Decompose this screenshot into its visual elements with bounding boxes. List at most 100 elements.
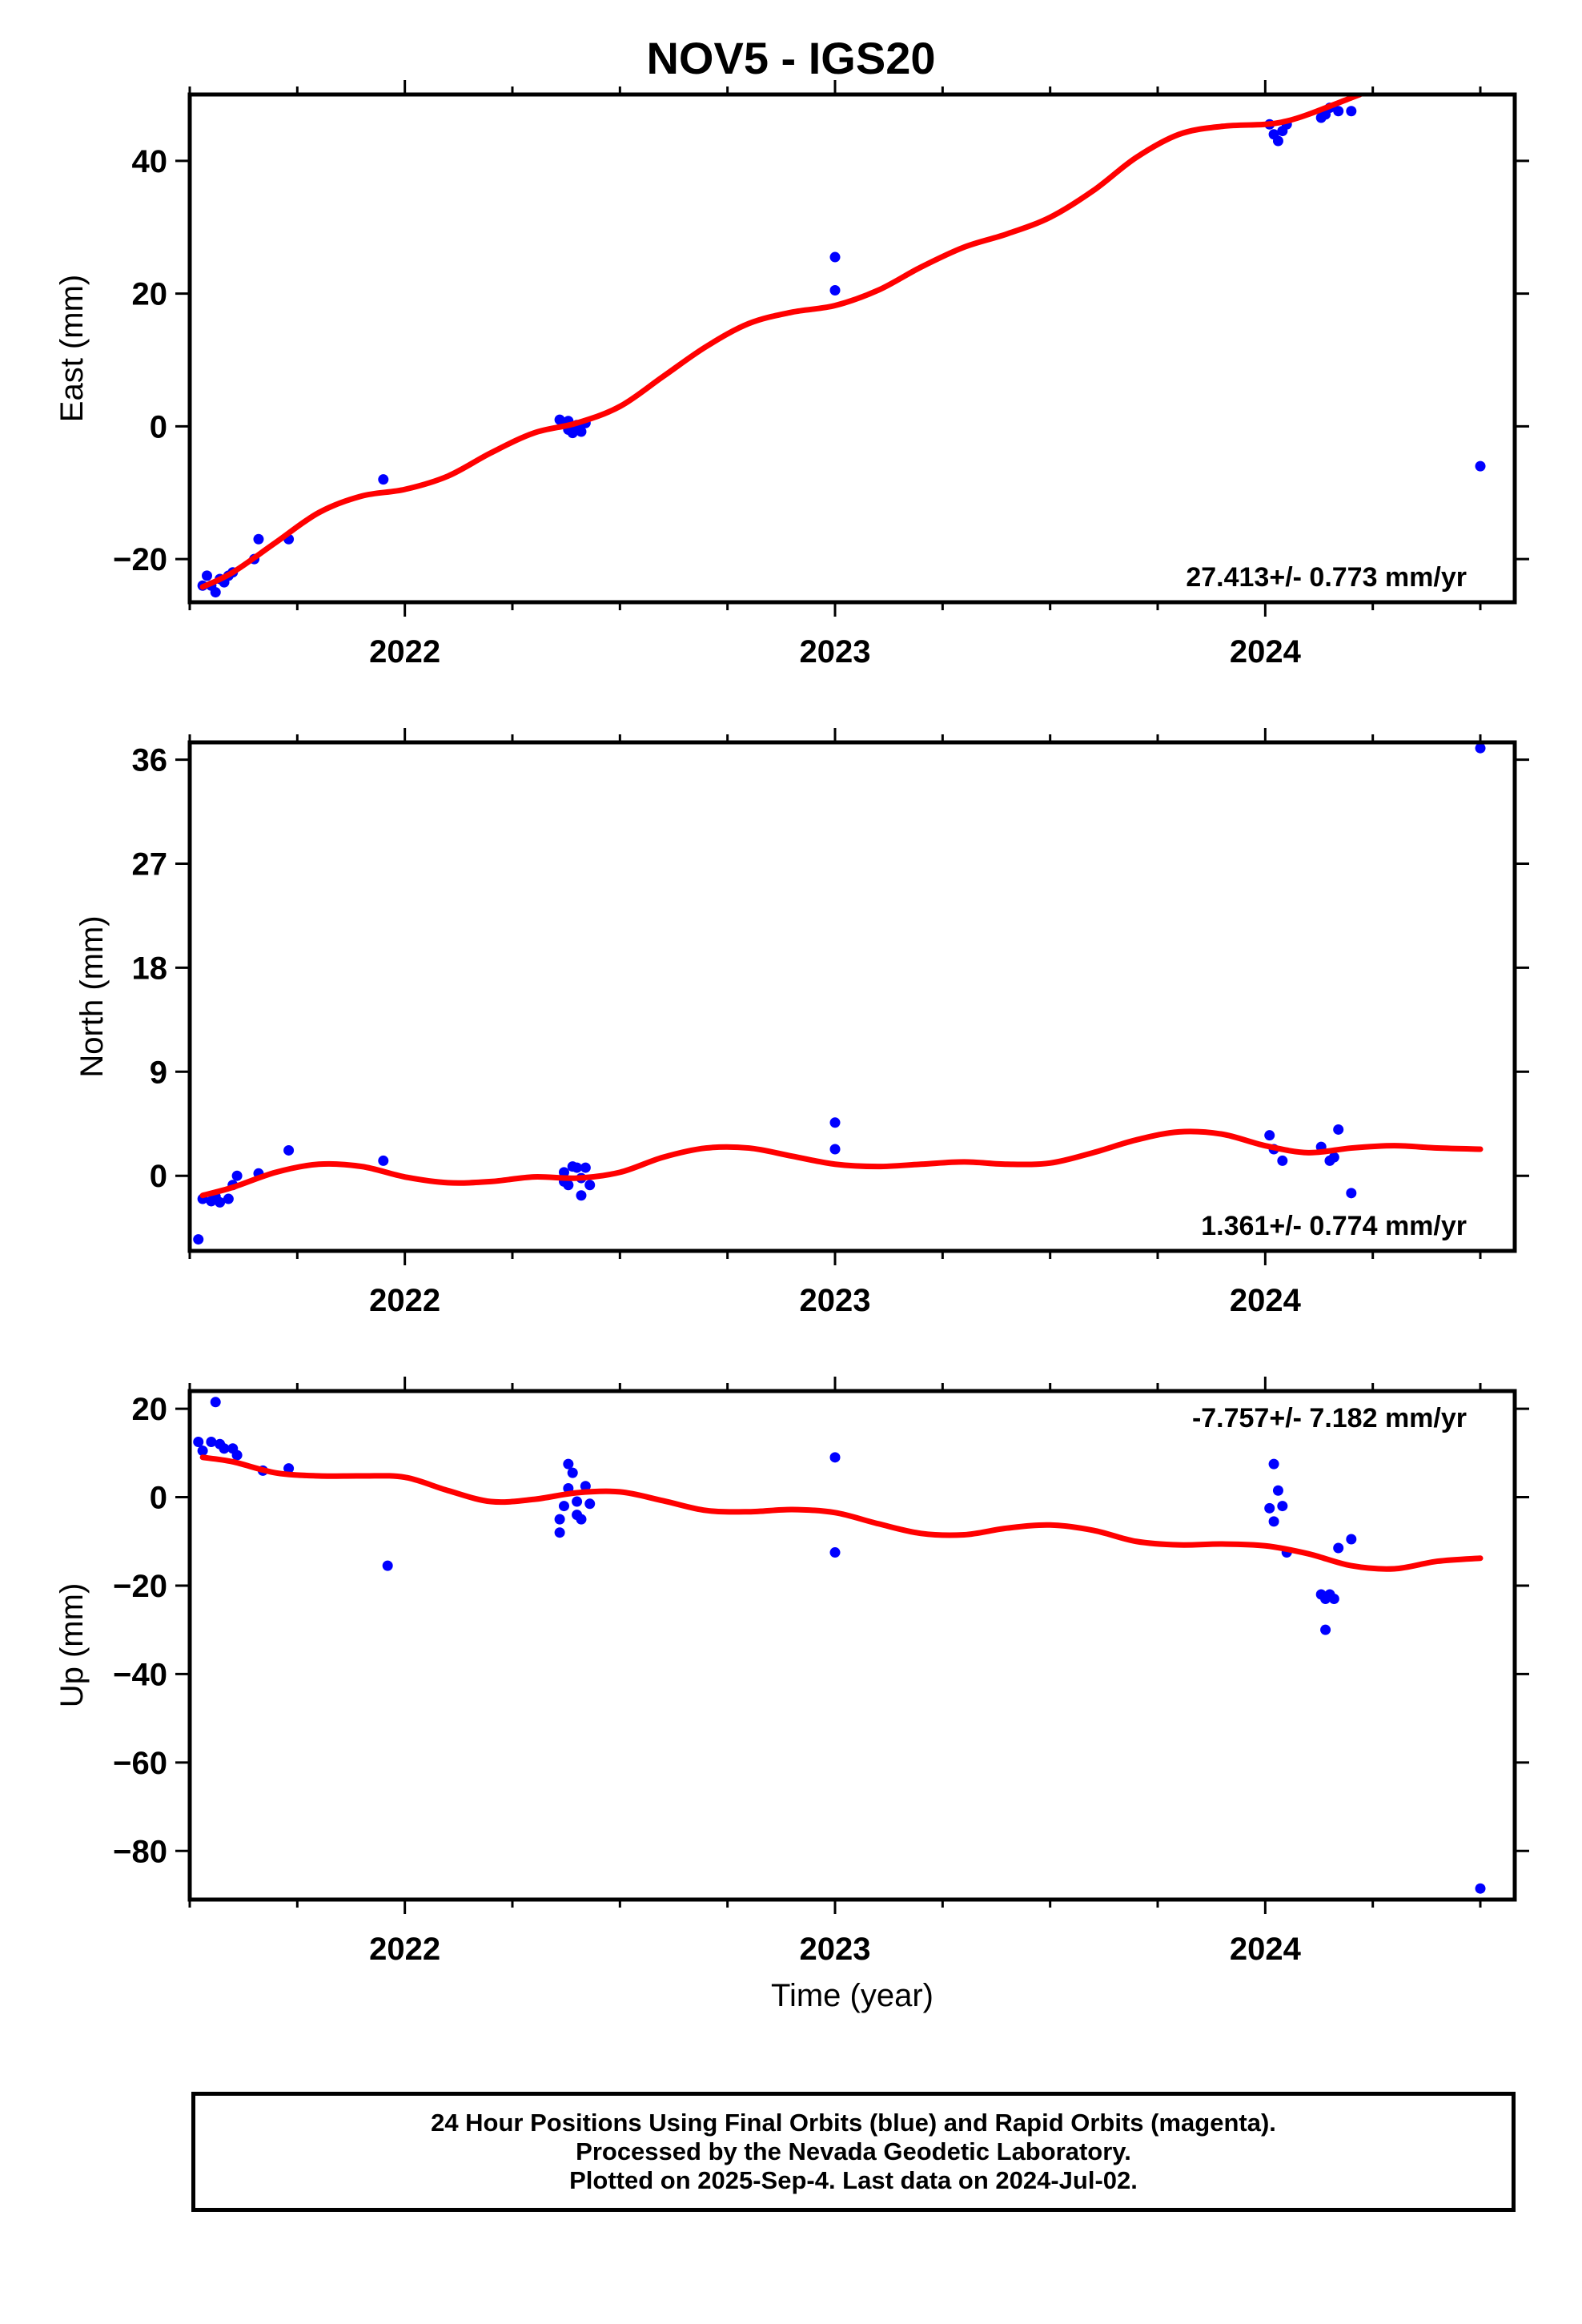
page-title: NOV5 - IGS20 — [646, 33, 936, 83]
data-point — [1475, 742, 1486, 754]
x-tick-label: 2022 — [369, 1283, 440, 1318]
data-point — [572, 1496, 583, 1507]
y-tick-label: −20 — [113, 1569, 167, 1604]
plot-frame — [187, 92, 1517, 605]
footer-line-2: Processed by the Nevada Geodetic Laborat… — [576, 2137, 1131, 2165]
data-point — [378, 474, 389, 485]
data-point — [283, 1463, 295, 1474]
data-point — [193, 1437, 204, 1447]
data-point — [1264, 1130, 1275, 1141]
fit-line — [199, 94, 1363, 590]
y-tick-label: −60 — [113, 1746, 167, 1781]
velocity-label: 27.413+/- 0.773 mm/yr — [1186, 562, 1467, 593]
north-panel: 2022 2023 2024 0 9 18 27 36 North (mm) 1.361+/- 0… — [74, 728, 1529, 1318]
data-point — [558, 1167, 569, 1178]
data-point — [1475, 1883, 1486, 1894]
y-tick-label: −80 — [113, 1834, 167, 1869]
data-point — [382, 1560, 393, 1571]
y-axis-title: East (mm) — [54, 275, 90, 422]
y-tick-label: 36 — [132, 743, 168, 778]
data-point — [563, 1180, 574, 1191]
data-point — [580, 1481, 591, 1492]
plot-frame — [187, 1389, 1517, 1902]
x-tick-label: 2023 — [800, 634, 871, 669]
x-tick-label: 2022 — [369, 634, 440, 669]
plot-area — [197, 94, 1486, 598]
plot-area — [193, 1397, 1486, 1894]
data-point — [1346, 106, 1357, 117]
x-tick-label: 2024 — [1230, 1283, 1302, 1318]
y-tick-label: 18 — [132, 951, 168, 986]
data-point — [1328, 1152, 1339, 1163]
data-point — [584, 1180, 596, 1191]
data-point — [829, 1547, 841, 1558]
plots-canvas: 2022 2023 2024 −20 0 20 40 East (mm) 27.413+/- 0… — [54, 80, 1529, 2013]
data-point — [219, 1443, 230, 1454]
data-point — [829, 1452, 841, 1463]
data-point — [1277, 1501, 1288, 1512]
plot-frame — [187, 740, 1517, 1253]
footer-box: 24 Hour Positions Using Final Orbits (bl… — [191, 2092, 1516, 2212]
data-point — [231, 1449, 243, 1461]
data-point — [576, 1514, 587, 1525]
data-point — [253, 533, 264, 545]
data-point — [201, 570, 212, 581]
y-tick-label: 20 — [132, 277, 168, 312]
data-point — [580, 1162, 591, 1173]
data-point — [576, 1190, 587, 1201]
y-tick-label: 27 — [132, 847, 168, 883]
data-point — [210, 587, 221, 598]
y-tick-label: 0 — [150, 1159, 167, 1194]
data-point — [223, 1193, 234, 1204]
data-point — [1320, 1624, 1331, 1635]
footer-line-1: 24 Hour Positions Using Final Orbits (bl… — [431, 2109, 1276, 2137]
x-axis-title: Time (year) — [771, 1978, 934, 2013]
data-point — [206, 1437, 217, 1447]
data-point — [567, 428, 578, 439]
data-point — [829, 251, 841, 263]
x-tick-label: 2022 — [369, 1932, 440, 1967]
data-point — [829, 1144, 841, 1155]
data-point — [1346, 1534, 1357, 1545]
data-point — [558, 1501, 569, 1512]
data-point — [1333, 1542, 1344, 1554]
data-point — [563, 1458, 574, 1470]
data-point — [215, 1196, 226, 1208]
data-point — [231, 1170, 243, 1181]
fit-line — [199, 1128, 1484, 1199]
x-tick-label: 2023 — [800, 1932, 871, 1967]
y-tick-label: 20 — [132, 1392, 168, 1427]
data-point — [1328, 1594, 1339, 1605]
data-point — [576, 426, 587, 437]
data-point — [1272, 135, 1283, 147]
data-point — [193, 1234, 204, 1245]
data-point — [554, 1514, 565, 1525]
data-point — [210, 1397, 221, 1408]
up-panel: 2022 2023 2024 −80 −60 −40 −20 0 20 Up (mm) Time (… — [54, 1377, 1529, 2013]
data-point — [1264, 1502, 1275, 1514]
x-tick-label: 2023 — [800, 1283, 871, 1318]
y-tick-label: −20 — [113, 542, 167, 577]
y-tick-label: 9 — [150, 1055, 167, 1090]
y-axis-title: Up (mm) — [54, 1583, 90, 1708]
velocity-label: 1.361+/- 0.774 mm/yr — [1201, 1211, 1467, 1241]
east-panel: 2022 2023 2024 −20 0 20 40 East (mm) 27.413+/- 0… — [54, 80, 1529, 669]
data-point — [572, 1162, 583, 1173]
fit-line — [199, 1454, 1484, 1572]
y-tick-label: 0 — [150, 409, 167, 444]
footer-line-3: Plotted on 2025-Sep-4. Last data on 2024… — [569, 2166, 1138, 2194]
data-point — [584, 1498, 596, 1510]
data-point — [1268, 1458, 1279, 1470]
data-point — [567, 1467, 578, 1478]
data-point — [197, 1445, 208, 1457]
y-tick-label: 40 — [132, 144, 168, 179]
data-point — [829, 1117, 841, 1128]
data-point — [378, 1155, 389, 1166]
data-point — [554, 1527, 565, 1538]
velocity-label: -7.757+/- 7.182 mm/yr — [1192, 1403, 1467, 1433]
x-tick-label: 2024 — [1230, 1932, 1302, 1967]
y-tick-label: 0 — [150, 1481, 167, 1516]
data-point — [829, 284, 841, 296]
data-point — [1346, 1188, 1357, 1199]
data-point — [1333, 106, 1344, 117]
